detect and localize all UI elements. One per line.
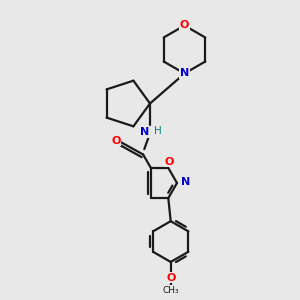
Text: N: N	[180, 68, 189, 79]
Text: CH₃: CH₃	[163, 286, 180, 295]
Text: N: N	[140, 127, 149, 137]
Text: O: O	[164, 157, 174, 167]
Text: O: O	[111, 136, 121, 146]
Text: O: O	[180, 20, 189, 31]
Text: N: N	[181, 177, 190, 187]
Text: H: H	[154, 126, 161, 136]
Text: O: O	[166, 273, 175, 283]
